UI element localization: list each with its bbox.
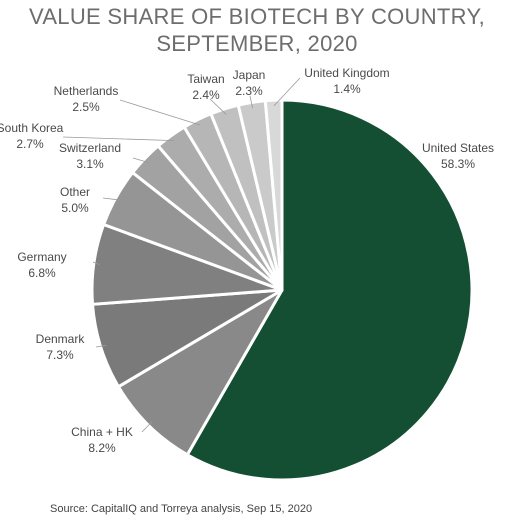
slice-value-taiwan: 2.4%	[192, 88, 220, 102]
slice-value-united-kingdom: 1.4%	[333, 82, 361, 96]
pie-slice-united-kingdom	[263, 98, 284, 292]
slice-label-germany: Germany	[17, 250, 66, 264]
leader-line	[92, 261, 100, 265]
slice-value-japan: 2.3%	[235, 84, 263, 98]
slice-label-japan: Japan	[233, 68, 266, 82]
pie-slice-united-states	[185, 98, 474, 482]
slice-label-united-states: United States	[422, 141, 494, 155]
slice-value-other: 5.0%	[61, 201, 89, 215]
slice-value-south-korea: 2.7%	[16, 137, 44, 151]
slice-value-netherlands: 2.5%	[72, 100, 100, 114]
leader-line	[95, 344, 107, 348]
leader-line	[273, 77, 301, 107]
slice-value-germany: 6.8%	[28, 266, 56, 280]
slice-label-netherlands: Netherlands	[54, 84, 119, 98]
chart-title-line-2: SEPTEMBER, 2020	[156, 31, 358, 56]
chart-source-note: Source: CapitalIQ and Torreya analysis, …	[50, 503, 313, 515]
leader-line	[141, 420, 153, 433]
leader-line	[102, 197, 122, 201]
leader-line	[209, 98, 227, 115]
slice-label-south-korea: South Korea	[0, 121, 64, 135]
slice-value-denmark: 7.3%	[46, 348, 74, 362]
chart-title-line-1: VALUE SHARE OF BIOTECH BY COUNTRY,	[28, 4, 485, 29]
leader-line	[249, 95, 253, 109]
slice-label-united-kingdom: United Kingdom	[304, 66, 389, 80]
slice-label-other: Other	[60, 185, 90, 199]
slice-label-taiwan: Taiwan	[187, 72, 224, 86]
slice-label-denmark: Denmark	[36, 332, 86, 346]
leader-line	[119, 99, 201, 126]
slice-value-united-states: 58.3%	[441, 157, 475, 171]
slice-value-china-hk: 8.2%	[88, 441, 116, 455]
slice-value-switzerland: 3.1%	[76, 157, 104, 171]
slice-label-switzerland: Switzerland	[59, 141, 121, 155]
slice-label-china-hk: China + HK	[71, 425, 133, 439]
leader-line	[62, 136, 175, 141]
leader-line	[132, 157, 149, 163]
